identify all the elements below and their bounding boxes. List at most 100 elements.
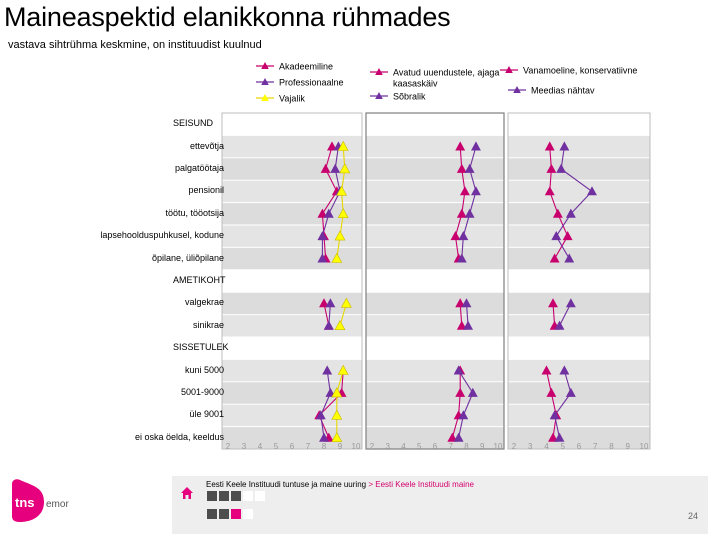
nav-square-active[interactable] — [231, 509, 241, 519]
row-band — [366, 202, 504, 225]
row-band — [366, 381, 504, 405]
page-subtitle: vastava sihtrühma keskmine, on instituud… — [8, 39, 262, 51]
page-title: Maineaspektid elanikkonna rühmades — [4, 2, 451, 32]
data-point — [565, 387, 576, 397]
row-band — [366, 337, 504, 360]
x-tick-label: 8 — [609, 442, 614, 451]
data-point — [455, 387, 466, 397]
panel-highlight — [365, 112, 505, 450]
x-tick-label: 10 — [494, 442, 503, 451]
legend-marker — [261, 94, 269, 101]
data-point — [456, 320, 467, 330]
row-label: õpilane, üliõpilane — [151, 252, 224, 263]
nav-square[interactable] — [231, 491, 241, 501]
x-tick-label: 6 — [433, 442, 438, 451]
row-band — [366, 113, 504, 136]
row-band — [222, 269, 362, 293]
x-tick-label: 4 — [401, 442, 406, 451]
x-tick-label: 5 — [417, 442, 422, 451]
row-band — [508, 314, 650, 337]
data-point — [450, 231, 461, 241]
nav-square[interactable] — [255, 491, 265, 501]
legend-label: Meedias nähtav — [531, 86, 595, 96]
data-point — [549, 410, 560, 420]
x-tick-label: 2 — [370, 442, 375, 451]
legend-label-line: kaasaskäiv — [393, 79, 438, 89]
row-band — [222, 426, 362, 449]
data-point — [464, 163, 475, 173]
data-point — [565, 298, 576, 308]
data-point — [559, 365, 570, 375]
footer-link[interactable]: > Eesti Keele Instituudi maine — [368, 480, 474, 489]
data-point — [322, 365, 333, 375]
data-point — [456, 253, 467, 263]
data-point — [565, 208, 576, 218]
row-band — [508, 247, 650, 270]
data-point — [453, 432, 464, 442]
x-tick-label: 7 — [593, 442, 598, 451]
data-point — [556, 163, 567, 173]
data-point — [323, 208, 334, 218]
data-point — [559, 141, 570, 151]
x-tick-label: 4 — [258, 442, 263, 451]
data-point — [458, 231, 469, 241]
data-point — [562, 231, 573, 241]
row-band — [222, 337, 362, 360]
x-tick-label: 3 — [386, 442, 391, 451]
nav-square[interactable] — [207, 509, 217, 519]
legend-label: Akadeemiline — [279, 62, 333, 72]
legend-marker — [513, 86, 521, 93]
data-point — [337, 140, 349, 151]
row-label: lapsehoolduspuhkusel, kodune — [100, 230, 224, 241]
row-label: üle 9001 — [189, 409, 224, 420]
row-band — [508, 113, 650, 136]
row-label: sinikrae — [192, 319, 224, 330]
row-band — [508, 225, 650, 248]
row-band — [366, 292, 504, 315]
panel-frame — [507, 112, 651, 450]
x-tick-label: 3 — [242, 442, 247, 451]
logo-subtext: emor — [46, 499, 69, 510]
data-point — [541, 365, 552, 375]
row-band — [366, 247, 504, 270]
x-tick-label: 9 — [338, 442, 343, 451]
data-point — [340, 297, 352, 308]
row-band — [508, 292, 650, 315]
data-point — [331, 252, 343, 263]
x-tick-label: 7 — [449, 442, 454, 451]
row-band — [508, 381, 650, 405]
row-label: ei oska öelda, keeldus — [134, 431, 224, 442]
data-point — [325, 298, 336, 308]
row-band — [366, 269, 504, 293]
home-icon[interactable] — [180, 486, 194, 500]
nav-square[interactable] — [219, 509, 229, 519]
data-point — [319, 298, 329, 308]
row-band — [366, 359, 504, 382]
row-label: kuni 5000 — [184, 364, 224, 375]
data-point — [334, 319, 346, 331]
legend-marker — [375, 92, 383, 99]
section-label: SEISUND — [173, 118, 214, 129]
nav-square[interactable] — [243, 509, 253, 519]
x-tick-label: 3 — [528, 442, 533, 451]
data-point — [546, 163, 557, 173]
nav-square[interactable] — [207, 491, 217, 501]
x-tick-label: 10 — [640, 442, 649, 451]
data-point — [447, 432, 458, 442]
nav-square[interactable] — [219, 491, 229, 501]
row-band — [366, 314, 504, 337]
data-point — [548, 432, 558, 442]
logo-text: tns — [15, 495, 35, 510]
x-tick-label: 8 — [322, 442, 327, 451]
section-label: SISSETULEK — [173, 342, 229, 353]
x-tick-label: 8 — [464, 442, 469, 451]
x-tick-label: 6 — [577, 442, 582, 451]
data-point — [455, 298, 466, 308]
data-point — [467, 387, 478, 397]
row-band — [222, 247, 362, 270]
data-point — [544, 141, 555, 151]
legend-label: Vajalik — [279, 94, 305, 104]
nav-square[interactable] — [243, 491, 253, 501]
row-band — [366, 180, 504, 203]
row-band — [366, 135, 504, 158]
